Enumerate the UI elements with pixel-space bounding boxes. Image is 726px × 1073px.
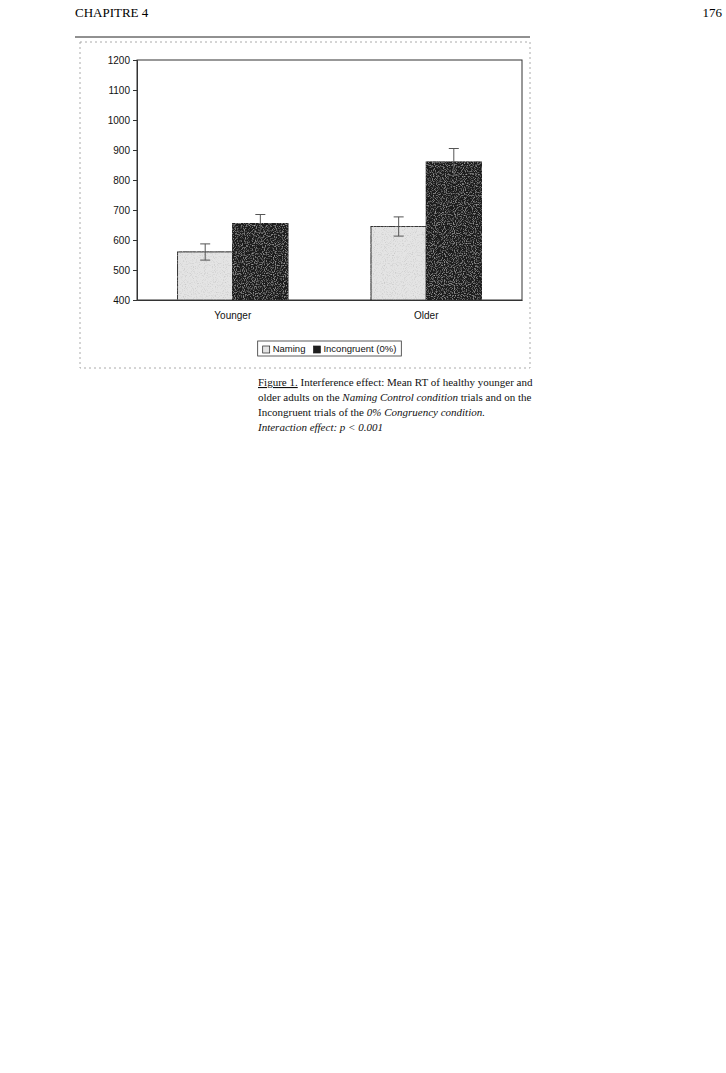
caption-line: Incongruent trials of the 0% Congruency … (258, 406, 485, 418)
bar (426, 162, 481, 300)
error-bar-stem (453, 149, 454, 176)
legend-box (258, 341, 402, 356)
y-tick-label: 1000 (108, 115, 131, 126)
y-tick-label: 1200 (108, 55, 131, 66)
caption-run: trials and on the (458, 391, 531, 403)
caption-run: older adults on the (258, 391, 342, 403)
caption-line: Interaction effect: p < 0.001 (257, 421, 383, 433)
bar (371, 227, 426, 301)
caption-run: Interference effect: Mean RT of healthy … (298, 376, 533, 388)
legend-label: Naming (273, 343, 306, 354)
error-bar-cap (200, 243, 210, 244)
error-bar-stem (398, 217, 399, 236)
y-tick: 800 (113, 175, 137, 186)
x-tick-label: Younger (214, 310, 252, 321)
y-axis-line (133, 61, 138, 301)
caption-run: 0% Congruency condition. (367, 406, 485, 418)
y-tick: 1000 (108, 115, 137, 126)
y-tick-label: 1100 (108, 85, 130, 96)
y-tick-label: 800 (113, 175, 130, 186)
header-right: 176 (703, 5, 723, 20)
y-tick-label: 900 (113, 145, 130, 156)
legend-label: Incongruent (0%) (323, 343, 396, 354)
error-bar-cap (255, 214, 265, 215)
y-tick-mark (133, 90, 137, 91)
y-tick: 1200 (108, 55, 137, 66)
y-tick: 1100 (108, 85, 137, 96)
y-axis: 400 500 600 700 800 900 1000 1100 1200 (108, 55, 138, 306)
y-tick-mark (133, 300, 137, 301)
y-tick-label: 600 (113, 235, 130, 246)
x-axis: Younger Older (138, 300, 523, 321)
chart-border (80, 42, 530, 368)
caption-run: Figure 1. (258, 376, 298, 388)
error-bar-cap (449, 148, 459, 149)
page: CHAPITRE 4 176 400 500 600 700 800 900 1000 1100 1… (0, 0, 726, 1073)
caption-run: Naming Control condition (341, 391, 458, 403)
y-tick: 700 (113, 205, 137, 216)
y-tick: 400 (113, 295, 137, 306)
error-bar-cap (255, 232, 265, 233)
y-tick-mark (133, 180, 137, 181)
y-tick: 600 (113, 235, 137, 246)
error-bar (394, 217, 404, 236)
y-tick-mark (133, 210, 137, 211)
x-tick: Older (414, 300, 439, 321)
caption-run: Interaction effect: p < 0.001 (257, 421, 383, 433)
y-tick: 500 (113, 265, 137, 276)
x-tick-label: Older (414, 310, 439, 321)
y-tick: 900 (113, 145, 137, 156)
legend-swatch (313, 346, 320, 353)
error-bar-cap (394, 236, 404, 237)
error-bar-cap (394, 216, 404, 217)
y-tick-label: 700 (113, 205, 130, 216)
error-bar (200, 244, 210, 260)
bar (233, 224, 288, 301)
error-bar (255, 215, 265, 233)
y-tick-mark (133, 270, 137, 271)
y-tick-label: 500 (113, 265, 130, 276)
x-axis-line (138, 300, 523, 301)
x-tick: Younger (214, 300, 252, 321)
error-bar (449, 149, 459, 176)
header-left: CHAPITRE 4 (75, 5, 149, 20)
y-tick-label: 400 (113, 295, 130, 306)
error-bar-stem (260, 215, 261, 233)
bars (178, 149, 482, 301)
caption-run: Incongruent trials of the (258, 406, 367, 418)
error-bar-cap (449, 175, 459, 176)
plot-frame (137, 60, 522, 300)
header-rule (75, 37, 530, 38)
error-bar-stem (205, 244, 206, 260)
error-bar-cap (200, 260, 210, 261)
caption-line: Figure 1. Interference effect: Mean RT o… (258, 376, 533, 388)
y-tick-mark (133, 150, 137, 151)
y-tick-mark (133, 120, 137, 121)
legend: Naming Incongruent (0%) (258, 341, 402, 356)
y-tick-mark (133, 60, 137, 61)
legend-swatch (263, 346, 270, 353)
y-tick-mark (133, 240, 137, 241)
caption-line: older adults on the Naming Control condi… (258, 391, 531, 403)
